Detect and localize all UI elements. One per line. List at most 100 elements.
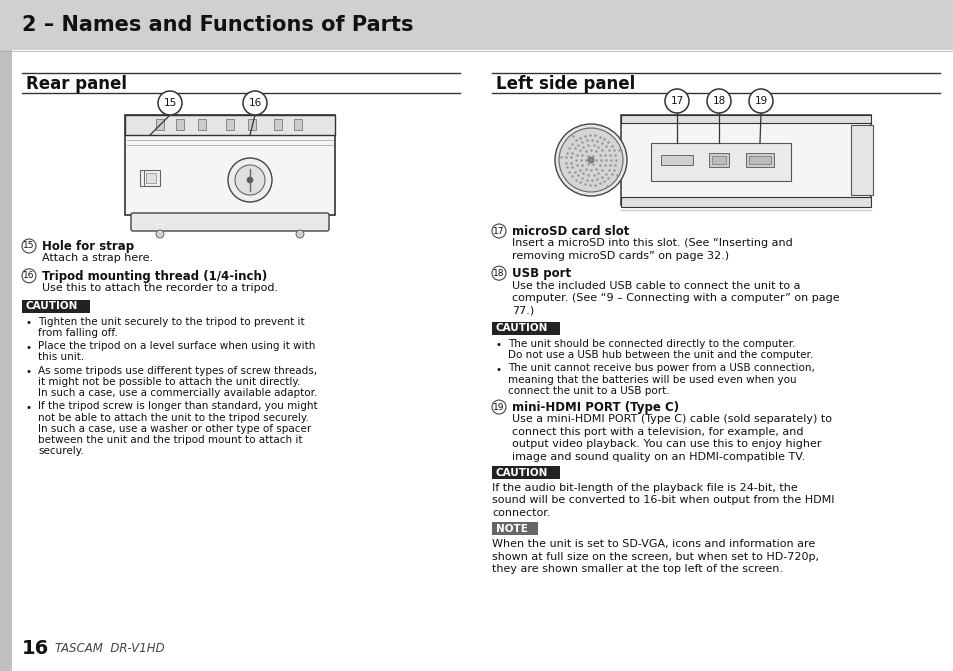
Circle shape (492, 224, 505, 238)
Text: securely.: securely. (38, 446, 84, 456)
Text: this unit.: this unit. (38, 352, 84, 362)
Text: CAUTION: CAUTION (496, 323, 548, 333)
Text: computer. (See “9 – Connecting with a computer” on page: computer. (See “9 – Connecting with a co… (512, 293, 839, 303)
Circle shape (555, 124, 626, 196)
Circle shape (748, 89, 772, 113)
Circle shape (247, 177, 253, 183)
Text: Tighten the unit securely to the tripod to prevent it: Tighten the unit securely to the tripod … (38, 317, 304, 327)
Bar (156, 119, 164, 130)
Text: 77.): 77.) (512, 305, 534, 315)
Bar (620, 197, 870, 207)
Text: 18: 18 (493, 268, 504, 278)
Text: •: • (26, 318, 32, 328)
Bar (0, 0, 953, 50)
Text: NOTE: NOTE (496, 524, 527, 533)
Bar (748, 156, 770, 164)
Text: Left side panel: Left side panel (496, 75, 635, 93)
Bar (274, 119, 282, 130)
Circle shape (158, 91, 182, 115)
Text: shown at full size on the screen, but when set to HD-720p,: shown at full size on the screen, but wh… (492, 552, 818, 562)
Circle shape (243, 91, 267, 115)
Circle shape (295, 230, 304, 238)
Text: 16: 16 (248, 98, 261, 108)
Circle shape (228, 158, 272, 202)
Bar (708, 153, 728, 167)
Circle shape (156, 230, 164, 238)
Text: 15: 15 (163, 98, 176, 108)
Text: output video playback. You can use this to enjoy higher: output video playback. You can use this … (512, 440, 821, 450)
Circle shape (492, 400, 505, 414)
Bar (0, 50, 12, 671)
Text: Tripod mounting thread (1/4-inch): Tripod mounting thread (1/4-inch) (42, 270, 267, 282)
Bar (226, 119, 233, 130)
Text: connector.: connector. (492, 508, 550, 518)
Bar (198, 119, 206, 130)
Text: connect this port with a television, for example, and: connect this port with a television, for… (512, 427, 802, 437)
Bar (146, 173, 156, 183)
Text: mini-HDMI PORT (Type C): mini-HDMI PORT (Type C) (512, 401, 679, 414)
Text: Place the tripod on a level surface when using it with: Place the tripod on a level surface when… (38, 341, 315, 351)
Text: The unit cannot receive bus power from a USB connection,: The unit cannot receive bus power from a… (507, 363, 814, 373)
FancyBboxPatch shape (131, 213, 329, 231)
Text: Insert a microSD into this slot. (See “Inserting and: Insert a microSD into this slot. (See “I… (512, 238, 792, 248)
Circle shape (706, 89, 730, 113)
Text: 19: 19 (493, 403, 504, 411)
Text: In such a case, use a washer or other type of spacer: In such a case, use a washer or other ty… (38, 424, 311, 434)
Text: meaning that the batteries will be used even when you: meaning that the batteries will be used … (507, 374, 796, 384)
Text: 18: 18 (712, 96, 725, 106)
Text: connect the unit to a USB port.: connect the unit to a USB port. (507, 386, 669, 396)
Text: 15: 15 (23, 242, 34, 250)
Text: CAUTION: CAUTION (496, 468, 548, 478)
Text: In such a case, use a commercially available adaptor.: In such a case, use a commercially avail… (38, 388, 317, 398)
Text: Use this to attach the recorder to a tripod.: Use this to attach the recorder to a tri… (42, 283, 278, 293)
Circle shape (234, 165, 265, 195)
Text: As some tripods use different types of screw threads,: As some tripods use different types of s… (38, 366, 316, 376)
Circle shape (587, 157, 594, 163)
Bar (660, 155, 692, 165)
Text: Rear panel: Rear panel (26, 75, 127, 93)
Circle shape (492, 266, 505, 280)
Circle shape (664, 89, 688, 113)
Text: Use a mini-HDMI PORT (Type C) cable (sold separately) to: Use a mini-HDMI PORT (Type C) cable (sol… (512, 415, 831, 425)
Bar (492, 322, 559, 335)
Bar (294, 119, 302, 130)
Bar (22, 299, 90, 313)
Bar (492, 522, 537, 535)
Text: Use the included USB cable to connect the unit to a: Use the included USB cable to connect th… (512, 280, 800, 291)
Text: If the tripod screw is longer than standard, you might: If the tripod screw is longer than stand… (38, 401, 317, 411)
Text: from falling off.: from falling off. (38, 328, 117, 338)
Bar (125, 115, 335, 135)
Text: When the unit is set to SD-VGA, icons and information are: When the unit is set to SD-VGA, icons an… (492, 539, 815, 550)
Bar (248, 119, 255, 130)
Bar (650, 143, 790, 181)
Text: 17: 17 (493, 227, 504, 236)
Bar (125, 115, 335, 215)
Bar (711, 156, 725, 164)
Bar (140, 170, 160, 186)
Text: Attach a strap here.: Attach a strap here. (42, 254, 153, 264)
Text: TASCAM  DR-V1HD: TASCAM DR-V1HD (55, 643, 165, 656)
Text: 17: 17 (670, 96, 683, 106)
Text: 16: 16 (22, 639, 50, 658)
Bar (850, 125, 872, 195)
Text: it might not be possible to attach the unit directly.: it might not be possible to attach the u… (38, 377, 300, 387)
Text: Hole for strap: Hole for strap (42, 240, 134, 253)
Bar (620, 115, 870, 123)
Text: 16: 16 (23, 271, 34, 280)
Text: Do not use a USB hub between the unit and the computer.: Do not use a USB hub between the unit an… (507, 350, 812, 360)
Bar (175, 119, 184, 130)
Text: •: • (26, 403, 32, 413)
Text: •: • (496, 365, 501, 375)
Bar (620, 115, 870, 205)
Text: removing microSD cards” on page 32.): removing microSD cards” on page 32.) (512, 251, 728, 261)
Bar (492, 466, 559, 479)
Text: they are shown smaller at the top left of the screen.: they are shown smaller at the top left o… (492, 564, 782, 574)
Text: If the audio bit-length of the playback file is 24-bit, the: If the audio bit-length of the playback … (492, 483, 797, 493)
Text: USB port: USB port (512, 267, 571, 280)
Circle shape (22, 239, 36, 253)
Text: 2 – Names and Functions of Parts: 2 – Names and Functions of Parts (22, 15, 413, 35)
Text: •: • (26, 367, 32, 377)
Text: 19: 19 (754, 96, 767, 106)
Text: sound will be converted to 16-bit when output from the HDMI: sound will be converted to 16-bit when o… (492, 495, 834, 505)
Circle shape (22, 269, 36, 282)
